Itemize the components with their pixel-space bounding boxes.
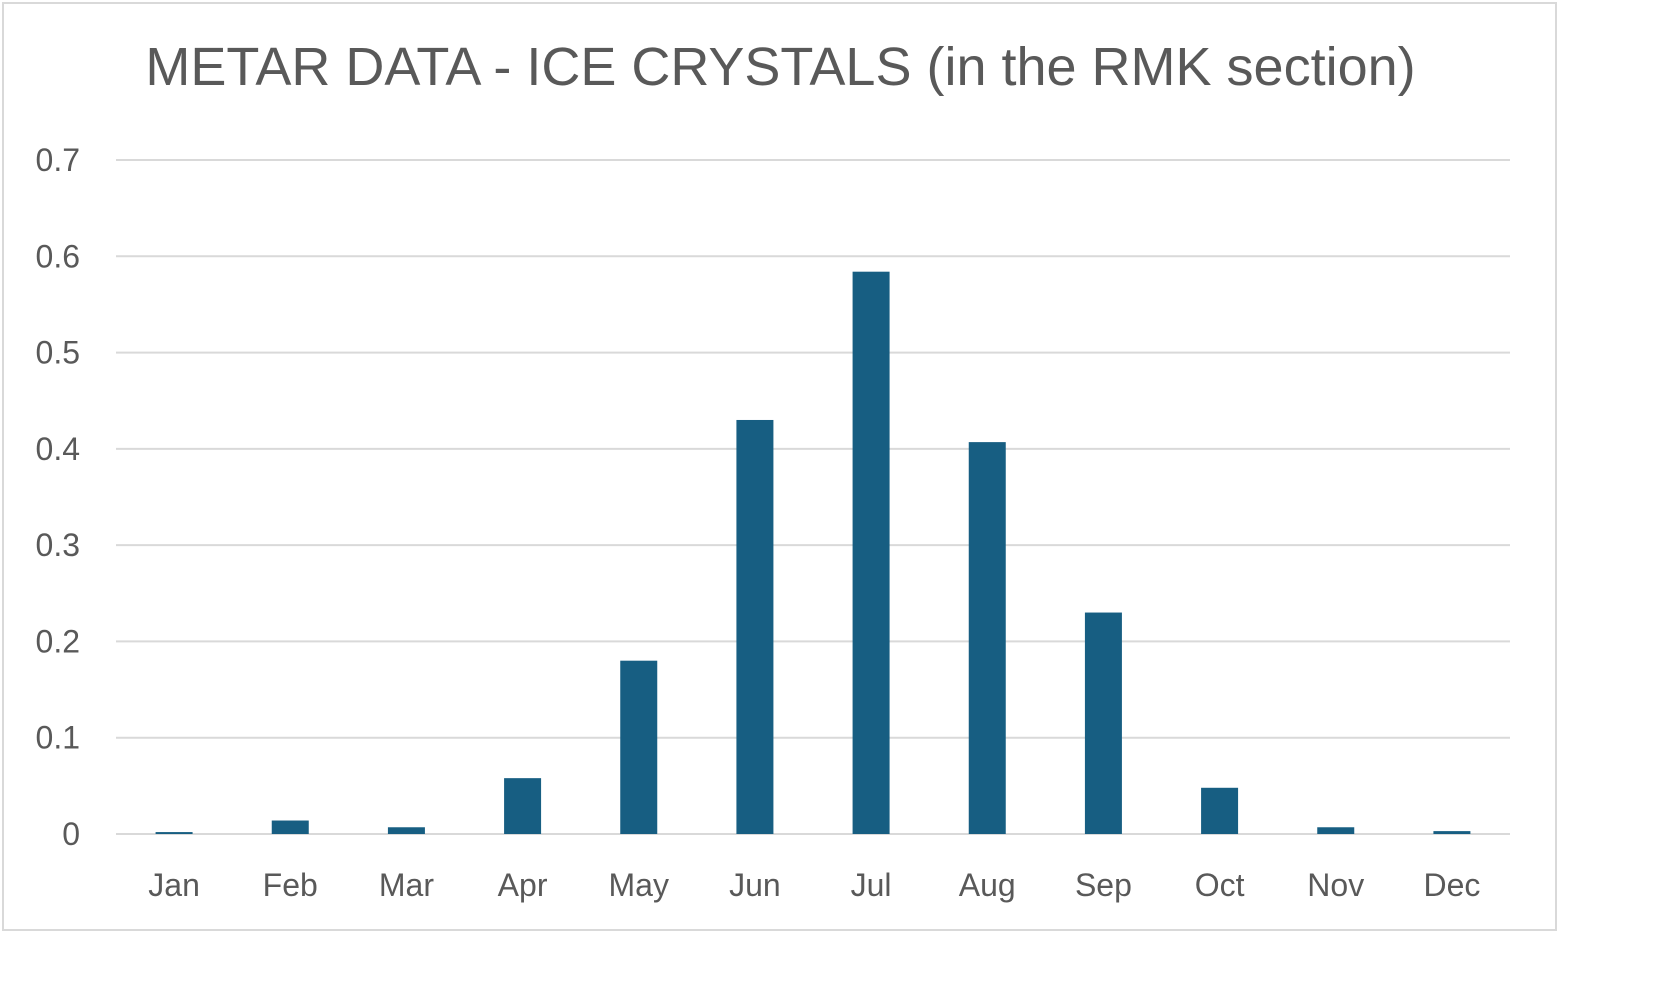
y-tick-label: 0.2 [36, 623, 80, 659]
bar-aug [968, 442, 1006, 834]
x-tick-label: Dec [1423, 867, 1480, 903]
bar-oct [1201, 787, 1239, 834]
bars [155, 271, 1471, 835]
bar-may [620, 660, 658, 834]
x-tick-label: Jun [729, 867, 781, 903]
y-tick-label: 0.1 [36, 720, 80, 756]
bar-feb [271, 820, 309, 834]
bar-sep [1084, 612, 1122, 834]
bar-nov [1317, 827, 1355, 834]
x-tick-label: Feb [263, 867, 318, 903]
gridlines [116, 159, 1510, 835]
y-tick-label: 0.4 [36, 431, 80, 467]
chart-title: METAR DATA - ICE CRYSTALS (in the RMK se… [145, 37, 1416, 97]
chart-frame [2, 2, 1557, 931]
y-tick-label: 0.5 [36, 335, 80, 371]
y-tick-label: 0.7 [36, 142, 80, 178]
x-tick-label: Aug [959, 867, 1016, 903]
x-tick-label: Sep [1075, 867, 1132, 903]
x-axis-tick-labels: Jan Feb Mar Apr May Jun Jul Aug Sep Oct Nov Dec [148, 867, 1480, 903]
bar-jun [736, 419, 774, 834]
y-tick-label: 0 [62, 816, 80, 852]
bar-jul [852, 271, 890, 835]
y-tick-label: 0.3 [36, 527, 80, 563]
x-tick-label: Jan [148, 867, 200, 903]
bar-dec [1433, 831, 1471, 834]
y-axis-tick-labels: 0 0.1 0.2 0.3 0.4 0.5 0.6 0.7 [36, 142, 80, 852]
x-tick-label: Apr [498, 867, 548, 903]
bar-jan [155, 832, 193, 834]
x-tick-label: Jul [851, 867, 892, 903]
x-tick-label: Oct [1195, 867, 1245, 903]
y-tick-label: 0.6 [36, 238, 80, 274]
bar-apr [504, 778, 542, 834]
bar-mar [387, 827, 425, 834]
x-tick-label: Nov [1307, 867, 1364, 903]
x-tick-label: Mar [379, 867, 434, 903]
x-tick-label: May [609, 867, 669, 903]
